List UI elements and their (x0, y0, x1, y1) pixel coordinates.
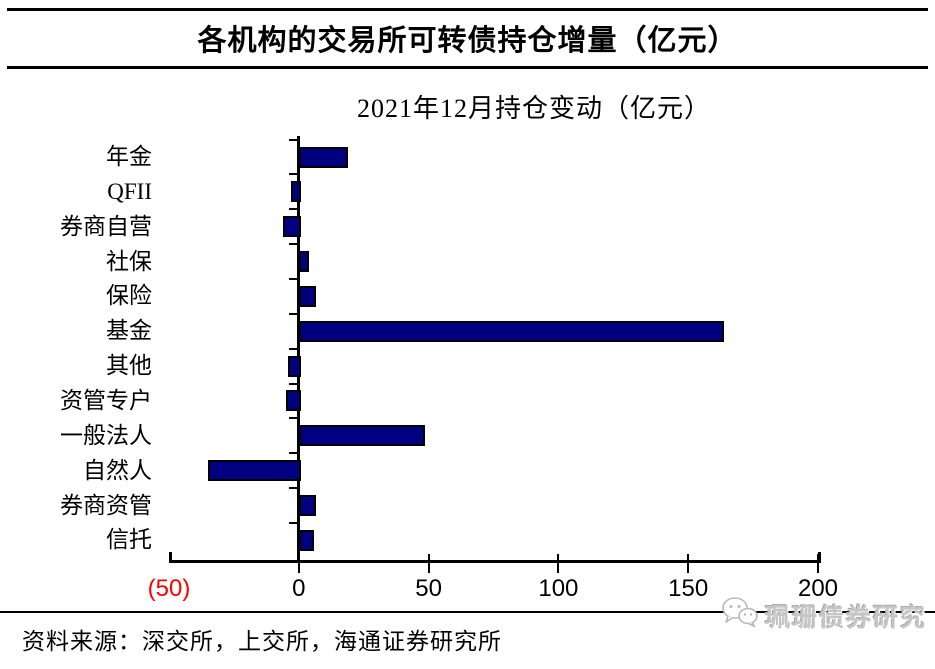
y-tick (288, 487, 299, 490)
bar (288, 355, 301, 377)
x-tick (557, 554, 560, 573)
watermark-text: 珮珊债券研究 (764, 604, 927, 632)
footer-rule (0, 611, 935, 613)
bar (298, 146, 348, 168)
bar (298, 251, 309, 273)
x-tick-label: 50 (415, 575, 442, 602)
y-tick (288, 452, 299, 455)
category-label: 资管专户 (60, 387, 152, 413)
category-label: 基金 (106, 318, 152, 344)
bar (291, 181, 301, 203)
x-tick-label: 200 (797, 575, 839, 602)
bar (298, 495, 317, 516)
category-label: 其他 (106, 353, 152, 379)
y-axis-line (297, 136, 301, 563)
bar (298, 425, 426, 447)
bar (283, 216, 301, 238)
page-title: 各机构的交易所可转债持仓增量（亿元） (197, 25, 738, 57)
x-tick (687, 554, 690, 573)
category-label: 年金 (106, 144, 152, 169)
category-label: 自然人 (83, 457, 152, 483)
x-axis-endcap-left (169, 552, 172, 560)
x-axis-endcap-right (818, 552, 821, 560)
x-tick-label: 100 (538, 575, 579, 602)
bar-chart-plot-area: (50) 0 50 100 150 200 年金 QFII 券商自营社保保险基金其他资管专户一般… (0, 130, 935, 610)
title-bottom-rule (7, 66, 928, 69)
bar (285, 390, 301, 412)
x-tick-label: 150 (668, 575, 709, 602)
category-label: 券商自营 (60, 213, 152, 239)
source-note: 资料来源：深交所，上交所，海通证券研究所 (22, 629, 502, 654)
category-label: 保险 (106, 283, 152, 309)
x-tick (427, 554, 430, 573)
y-tick (288, 347, 299, 350)
y-tick (288, 208, 299, 211)
x-tick (817, 554, 819, 573)
bar (298, 320, 724, 342)
y-tick (288, 521, 299, 524)
y-tick (288, 417, 299, 420)
y-tick (288, 173, 299, 176)
category-label: 社保 (106, 248, 152, 274)
y-tick (288, 277, 299, 280)
category-label: 券商资管 (60, 492, 152, 518)
y-tick (288, 138, 299, 141)
x-tick-label: 0 (292, 575, 306, 602)
title-top-rule (7, 8, 928, 11)
chart-title: 2021年12月持仓变动（亿元） (356, 94, 711, 123)
x-axis-line (169, 560, 821, 563)
category-label: QFII (107, 178, 152, 204)
category-label: 一般法人 (60, 422, 152, 448)
wechat-bubbles-icon (721, 596, 759, 635)
x-tick-label: (50) (147, 575, 191, 602)
bar (207, 460, 301, 482)
watermark: 珮珊债券研究 (721, 596, 927, 635)
y-tick (288, 382, 299, 385)
y-tick (288, 312, 299, 315)
bar (298, 285, 317, 307)
bar (298, 529, 314, 551)
category-label: 信托 (106, 527, 152, 553)
x-tick (297, 554, 300, 573)
y-tick (288, 243, 299, 246)
